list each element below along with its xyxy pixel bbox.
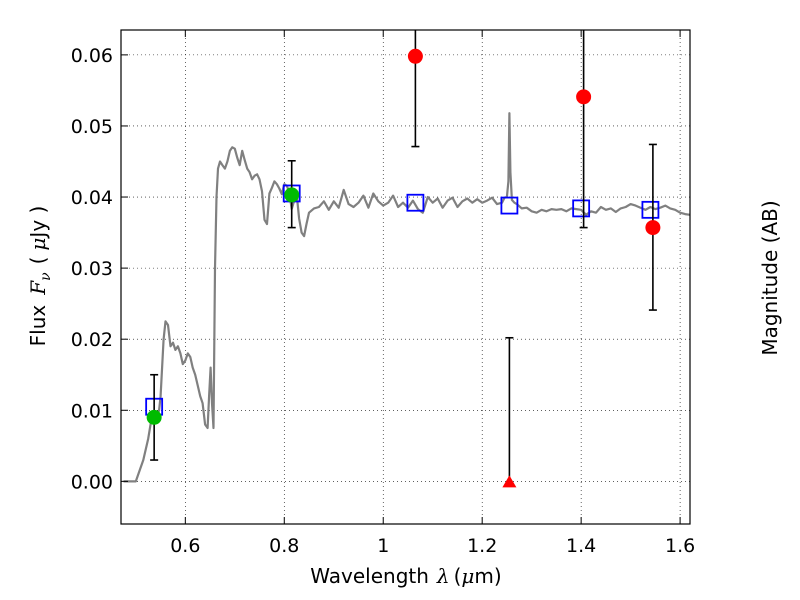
y-tick-label: 0.05 bbox=[71, 116, 113, 138]
grid-lines bbox=[121, 30, 690, 524]
y-tick-label: 0.03 bbox=[71, 258, 113, 280]
photometry-point bbox=[146, 409, 162, 425]
x-tick-label: 0.6 bbox=[170, 535, 200, 557]
axes-box bbox=[120, 29, 691, 525]
model-square-marker bbox=[572, 199, 591, 218]
photometry-point bbox=[645, 220, 661, 236]
y-axis-ticks: 0.00 0.01 0.02 0.03 0.04 0.05 0.06 bbox=[71, 45, 128, 493]
photometry-points bbox=[145, 30, 661, 488]
x-tick-label: 1.4 bbox=[566, 535, 596, 557]
y-tick-label: 0.01 bbox=[71, 400, 113, 422]
x-tick-label: 1.2 bbox=[467, 535, 497, 557]
model-square-marker bbox=[500, 196, 519, 215]
photometry-point bbox=[576, 89, 592, 105]
x-tick-label: 1 bbox=[377, 535, 389, 557]
photometry-point bbox=[407, 48, 423, 64]
model-square-marker bbox=[406, 193, 425, 212]
x-tick-label: 1.6 bbox=[665, 535, 695, 557]
y-tick-label: 0.00 bbox=[71, 471, 113, 493]
y-tick-label: 0.02 bbox=[71, 329, 113, 351]
upper-limit-triangle bbox=[502, 475, 517, 488]
template-spectrum bbox=[123, 112, 691, 483]
x-tick-label: 0.8 bbox=[269, 535, 299, 557]
x-axis-ticks: 0.6 0.8 1 1.2 1.4 1.6 bbox=[170, 30, 695, 557]
y-tick-label: 0.06 bbox=[71, 45, 113, 67]
x-axis-title: Wavelength λ (μm) bbox=[310, 564, 501, 588]
spectrum-line bbox=[123, 112, 691, 483]
photometry-point bbox=[284, 187, 300, 203]
model-square-marker bbox=[641, 200, 660, 219]
y-tick-label: 0.04 bbox=[71, 187, 113, 209]
plot-frame bbox=[120, 29, 691, 525]
y2-axis-title: Magnitude (AB) bbox=[758, 200, 782, 355]
y-axis-title: FluxFν(μJy ) bbox=[26, 206, 54, 347]
